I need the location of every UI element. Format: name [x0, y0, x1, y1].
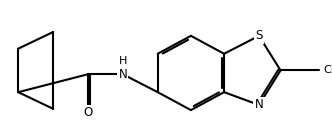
Text: N: N — [255, 98, 263, 111]
Text: N: N — [119, 68, 127, 81]
Text: H: H — [119, 56, 127, 66]
Text: O: O — [83, 106, 93, 119]
Text: CH₃: CH₃ — [324, 65, 332, 75]
Text: S: S — [255, 29, 263, 42]
